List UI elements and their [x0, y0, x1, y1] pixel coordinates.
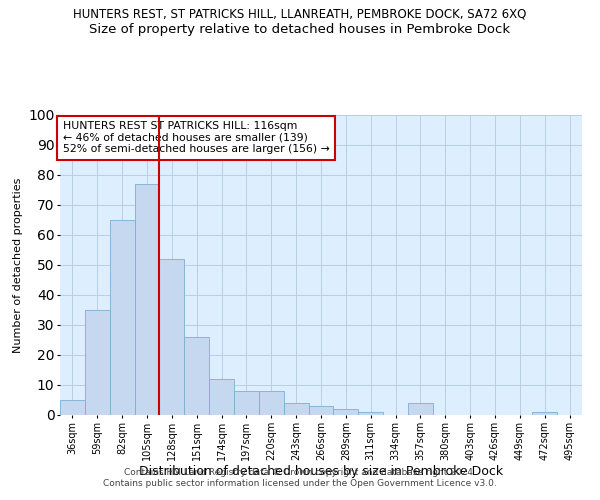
Y-axis label: Number of detached properties: Number of detached properties [13, 178, 23, 352]
Text: HUNTERS REST ST PATRICKS HILL: 116sqm
← 46% of detached houses are smaller (139): HUNTERS REST ST PATRICKS HILL: 116sqm ← … [62, 121, 329, 154]
Bar [358, 412, 383, 415]
Bar [134, 184, 160, 415]
Text: HUNTERS REST, ST PATRICKS HILL, LLANREATH, PEMBROKE DOCK, SA72 6XQ: HUNTERS REST, ST PATRICKS HILL, LLANREAT… [73, 8, 527, 20]
Bar [85, 310, 110, 415]
Bar [184, 337, 209, 415]
Bar [408, 403, 433, 415]
X-axis label: Distribution of detached houses by size in Pembroke Dock: Distribution of detached houses by size … [139, 466, 503, 478]
Bar [532, 412, 557, 415]
Bar [209, 379, 234, 415]
Bar [160, 259, 184, 415]
Bar [259, 391, 284, 415]
Bar [308, 406, 334, 415]
Bar [334, 409, 358, 415]
Bar [284, 403, 308, 415]
Bar [110, 220, 134, 415]
Bar [234, 391, 259, 415]
Bar [60, 400, 85, 415]
Text: Size of property relative to detached houses in Pembroke Dock: Size of property relative to detached ho… [89, 22, 511, 36]
Text: Contains HM Land Registry data © Crown copyright and database right 2024.
Contai: Contains HM Land Registry data © Crown c… [103, 468, 497, 487]
